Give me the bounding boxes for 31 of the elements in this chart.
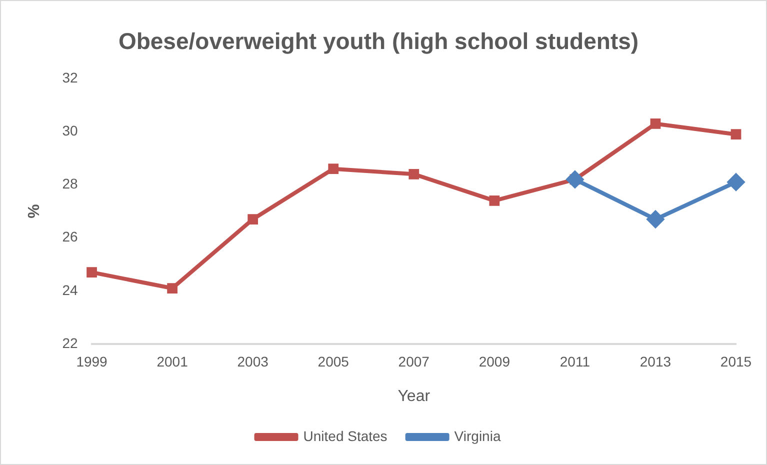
x-tick-label: 2013 (640, 353, 672, 370)
x-tick-label: 2001 (156, 353, 188, 370)
x-tick-label: 1999 (76, 353, 108, 370)
y-tick-label: 30 (62, 122, 78, 139)
x-tick-label: 2009 (478, 353, 510, 370)
y-tick-label: 26 (62, 228, 78, 245)
point (408, 168, 420, 180)
x-axis-title: Year (398, 388, 431, 405)
x-tick-label: 2015 (720, 353, 752, 370)
y-axis-title: % (26, 204, 44, 218)
point (730, 129, 742, 140)
point (566, 170, 584, 188)
point (650, 118, 661, 129)
y-tick-label: 32 (62, 69, 78, 86)
x-tick-label: 2003 (237, 353, 269, 370)
point (86, 267, 97, 278)
x-tick-label: 2007 (398, 353, 430, 370)
point (728, 174, 744, 191)
point (489, 196, 500, 206)
y-tick-label: 28 (62, 176, 78, 192)
x-tick-label: 2005 (318, 353, 350, 370)
point (167, 283, 178, 294)
legend-label: United States (303, 428, 388, 444)
legend-label: Virginia (454, 428, 501, 444)
chart-title: Obese/overweight youth (high school students) (118, 28, 639, 54)
point (646, 210, 664, 228)
y-tick-label: 24 (62, 282, 78, 298)
point (248, 214, 258, 224)
y-tick-label: 22 (62, 334, 78, 351)
x-tick-label: 2011 (560, 353, 590, 370)
point (328, 164, 339, 174)
